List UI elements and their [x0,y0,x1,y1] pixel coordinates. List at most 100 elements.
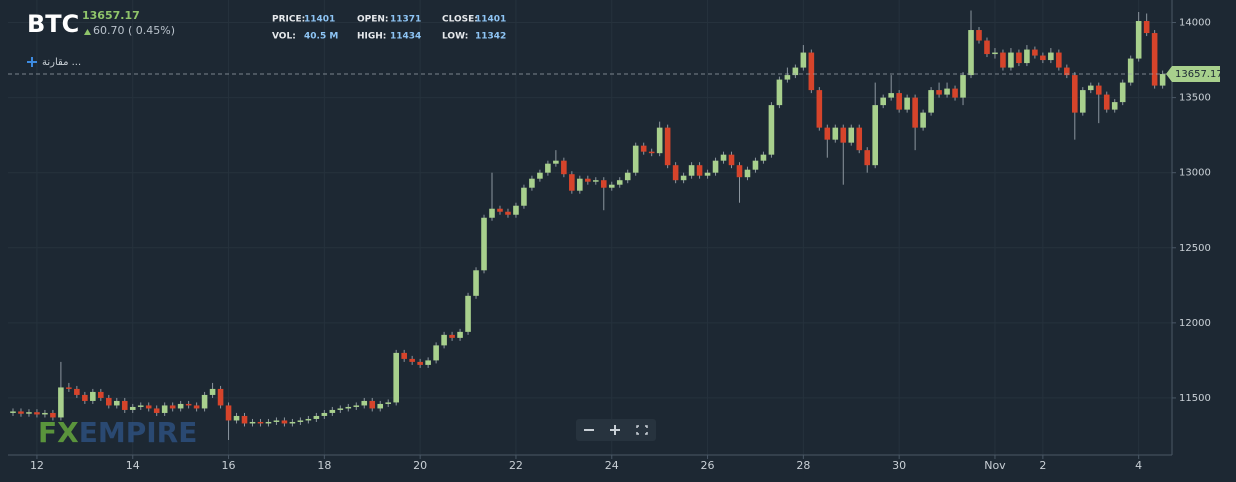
up-arrow [84,29,91,35]
y-tick-label: 12500 [1179,243,1211,254]
candle-body [369,400,376,409]
compare-button[interactable]: مقارنة ... [27,57,81,68]
candle-body [872,105,879,166]
candle-body [113,400,120,406]
candle-body [808,52,815,91]
candle-body [577,178,583,191]
candle-body [848,127,855,143]
candle-body [169,405,176,409]
candle-body [1016,52,1022,64]
candle-body [608,184,615,188]
candle-body [840,127,847,143]
candle-body [1040,55,1046,61]
candle-body [497,208,503,212]
candle-body [145,405,152,409]
candle-body [904,97,910,110]
candle-body [1079,90,1086,113]
candle-body [257,421,264,424]
candle-body [225,405,232,421]
candle-body [505,211,511,215]
candle-body [121,400,128,410]
candle-body [936,90,942,95]
candle-body [680,175,687,181]
candle-body [1024,49,1030,64]
candle-body [353,405,360,407]
x-tick-label: 4 [1135,459,1142,472]
candle-body [784,75,791,80]
candle-body [1064,67,1070,76]
candle-body [992,52,998,55]
field-value: 11401 [304,15,335,25]
field-label: CLOSE: [442,15,478,25]
candle-body [704,172,711,176]
y-tick-label: 14000 [1179,18,1211,29]
field-value: 11342 [475,32,506,42]
x-tick-label: 2 [1039,459,1046,472]
x-tick-label: 18 [317,459,331,472]
header-change: 60.70 ( 0.45%) [93,24,175,37]
candle-body [50,412,56,418]
plus-icon [27,57,37,67]
field-label: OPEN: [357,15,389,25]
x-tick-label: 12 [30,459,44,472]
watermark: FXEMPIRE [38,416,197,449]
y-tick-label: 13000 [1179,168,1211,179]
candle-body [425,360,431,365]
candle-body [249,421,256,424]
candle-body [688,165,695,176]
candle-body [569,174,575,191]
candle-body [273,420,280,422]
candle-body [1151,33,1158,86]
candle-body [105,397,112,406]
fullscreen[interactable] [636,425,648,435]
header-price: 13657.17 [82,9,140,22]
candle-body [960,75,966,98]
candle-body [776,79,783,106]
candle-body [664,127,671,166]
y-tick-label: 12000 [1179,318,1211,329]
candle-body [82,394,88,401]
zoom-in[interactable] [610,425,620,435]
candle-body [26,412,32,414]
field-label: LOW: [442,32,468,42]
candle-body [1000,52,1006,68]
compare-label: مقارنة ... [42,57,81,68]
candle-body [465,295,471,332]
candle-body [968,30,974,76]
candle-body [856,127,863,151]
candle-body [976,30,982,41]
candle-body [129,406,136,410]
candle-body [952,88,958,98]
candle-body [321,412,328,416]
candle-body [720,154,727,161]
candle-body [153,408,160,413]
candle-body [265,421,272,424]
x-tick-label: 24 [605,459,619,472]
candle-body [984,40,990,55]
candle-body [1111,102,1118,110]
candle-body [529,178,535,188]
candle-body [177,403,184,409]
candle-body [1087,85,1094,91]
candle-body [449,334,455,338]
candle-body [393,352,399,403]
x-tick-label: 22 [509,459,523,472]
field-value: 11401 [475,15,506,25]
candle-body [537,172,543,179]
candle-body [696,165,703,176]
candle-body [345,406,352,409]
candle-body [616,180,623,185]
candle-body [1095,85,1102,95]
candle-body [896,93,902,110]
x-tick-label: 28 [796,459,810,472]
symbol: BTC [27,10,79,38]
candle-body [66,387,72,389]
candle-body [545,163,551,173]
candle-body [337,408,344,410]
candle-body [185,403,192,406]
candle-body [656,127,663,154]
field-value: 40.5 M [304,32,338,42]
candle-body [640,145,647,152]
candle-body [521,187,527,206]
y-tick-label: 13500 [1179,93,1211,104]
